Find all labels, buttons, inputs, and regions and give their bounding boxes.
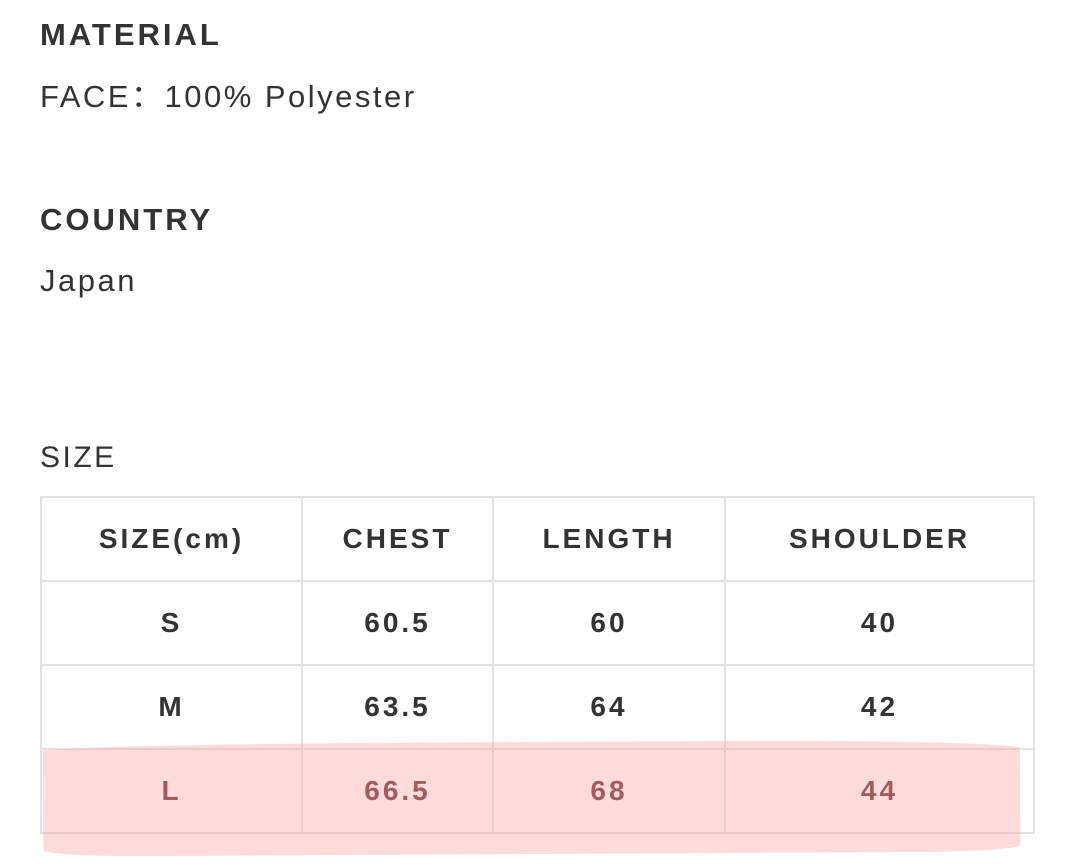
- highlight-marker: [42, 739, 1021, 857]
- cell-shoulder: 40: [724, 580, 1035, 666]
- cell-length: 68: [492, 748, 726, 834]
- cell-size: S: [40, 580, 303, 666]
- table-row: L 66.5 68 44: [40, 748, 1035, 834]
- column-header-length: LENGTH: [492, 496, 726, 582]
- cell-length: 60: [492, 580, 726, 666]
- material-value: FACE：100% Polyester: [40, 79, 417, 114]
- size-table: SIZE(cm) CHEST LENGTH SHOULDER S 60.5 60…: [40, 496, 1035, 834]
- cell-length: 64: [492, 664, 726, 750]
- table-row: S 60.5 60 40: [40, 580, 1035, 666]
- column-header-size: SIZE(cm): [40, 496, 303, 582]
- size-heading: SIZE: [40, 441, 117, 474]
- country-heading: COUNTRY: [40, 202, 214, 237]
- column-header-shoulder: SHOULDER: [724, 496, 1035, 582]
- cell-shoulder: 42: [724, 664, 1035, 750]
- cell-chest: 63.5: [301, 664, 494, 750]
- cell-chest: 66.5: [301, 748, 494, 834]
- cell-size: M: [40, 664, 303, 750]
- table-header-row: SIZE(cm) CHEST LENGTH SHOULDER: [40, 496, 1035, 582]
- material-heading: MATERIAL: [40, 17, 222, 52]
- cell-size: L: [40, 748, 303, 834]
- cell-chest: 60.5: [301, 580, 494, 666]
- cell-shoulder: 44: [724, 748, 1035, 834]
- country-value: Japan: [40, 263, 137, 298]
- column-header-chest: CHEST: [301, 496, 494, 582]
- table-row: M 63.5 64 42: [40, 664, 1035, 750]
